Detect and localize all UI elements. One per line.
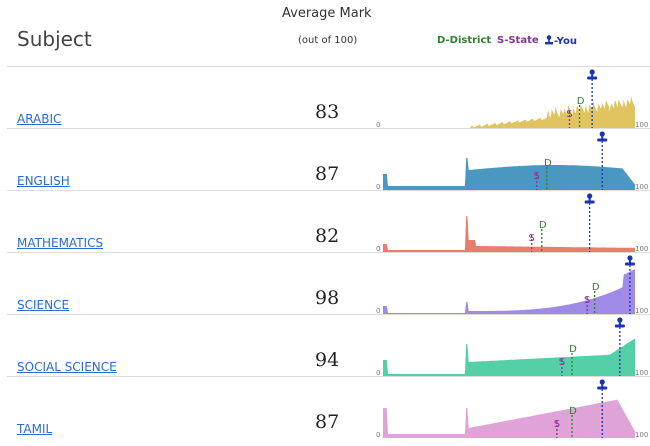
mark-distribution-chart: 0 100 SD	[376, 193, 648, 253]
axis-min-label: 0	[376, 183, 380, 191]
state-marker-label: S	[529, 233, 535, 244]
legend-district: D-District	[437, 35, 492, 46]
distribution-area	[383, 158, 635, 190]
mark-distribution-chart: 0 100 SD	[376, 131, 648, 191]
distribution-area	[383, 338, 635, 376]
district-marker-label: D	[577, 96, 585, 107]
district-marker-label: D	[569, 344, 577, 355]
distribution-area	[383, 95, 635, 128]
district-marker-label: D	[569, 406, 577, 417]
axis-max-label: 100	[635, 121, 648, 129]
legend-you: -You	[544, 35, 577, 47]
average-mark: 83	[315, 101, 340, 123]
subject-link[interactable]: SOCIAL SCIENCE	[17, 360, 117, 374]
subject-column-header: Subject	[17, 27, 92, 51]
you-person-icon	[587, 69, 598, 80]
axis-min-label: 0	[376, 121, 380, 129]
subject-link[interactable]: TAMIL	[17, 422, 53, 436]
state-marker-label: S	[554, 419, 560, 430]
state-marker-label: S	[566, 109, 572, 120]
axis-min-label: 0	[376, 369, 380, 377]
axis-max-label: 100	[635, 183, 648, 191]
subject-link[interactable]: ENGLISH	[17, 174, 70, 188]
axis-max-label: 100	[635, 307, 648, 315]
district-marker-label: D	[544, 158, 552, 169]
legend-state: S-State	[497, 35, 539, 46]
average-mark: 87	[315, 163, 340, 185]
average-mark-header: Average Mark	[282, 6, 372, 21]
district-marker-label: D	[539, 220, 547, 231]
state-marker-label: S	[534, 171, 540, 182]
subject-link[interactable]: ARABIC	[17, 112, 62, 126]
average-mark: 94	[315, 349, 340, 371]
state-marker-label: S	[559, 357, 565, 368]
distribution-area	[383, 399, 635, 438]
you-person-icon	[624, 255, 635, 266]
district-marker-label: D	[592, 282, 600, 293]
mark-distribution-chart: 0 100 SD	[376, 69, 648, 129]
you-person-icon	[597, 379, 608, 390]
average-mark: 98	[315, 287, 340, 309]
axis-min-label: 0	[376, 431, 380, 439]
mark-distribution-chart: 0 100 SD	[376, 317, 648, 377]
axis-max-label: 100	[635, 245, 648, 253]
you-person-icon	[614, 317, 625, 328]
axis-min-label: 0	[376, 245, 380, 253]
average-mark: 82	[315, 225, 340, 247]
subject-row: ARABIC 83 0 100 S D	[7, 66, 650, 129]
you-person-icon	[584, 193, 595, 204]
you-person-icon	[597, 131, 608, 142]
distribution-area	[383, 216, 635, 252]
distribution-area	[383, 269, 635, 314]
subject-row: TAMIL 87 0 100 S D	[7, 376, 650, 439]
axis-min-label: 0	[376, 307, 380, 315]
mark-distribution-chart: 0 100 SD	[376, 379, 648, 439]
subject-row: MATHEMATICS 82 0 100 S D	[7, 190, 650, 253]
person-icon	[545, 35, 553, 45]
state-marker-label: S	[584, 295, 590, 306]
axis-max-label: 100	[635, 369, 648, 377]
subject-link[interactable]: SCIENCE	[17, 298, 70, 312]
axis-max-label: 100	[635, 431, 648, 439]
average-mark: 87	[315, 411, 340, 433]
subject-row: ENGLISH 87 0 100 S D	[7, 128, 650, 191]
subject-row: SOCIAL SCIENCE 94 0 100 S D	[7, 314, 650, 377]
subject-link[interactable]: MATHEMATICS	[17, 236, 104, 250]
mark-distribution-chart: 0 100 SD	[376, 255, 648, 315]
subject-row: SCIENCE 98 0 100 S D	[7, 252, 650, 315]
legend-you-label: -You	[554, 36, 577, 47]
out-of-header: (out of 100)	[298, 35, 358, 46]
